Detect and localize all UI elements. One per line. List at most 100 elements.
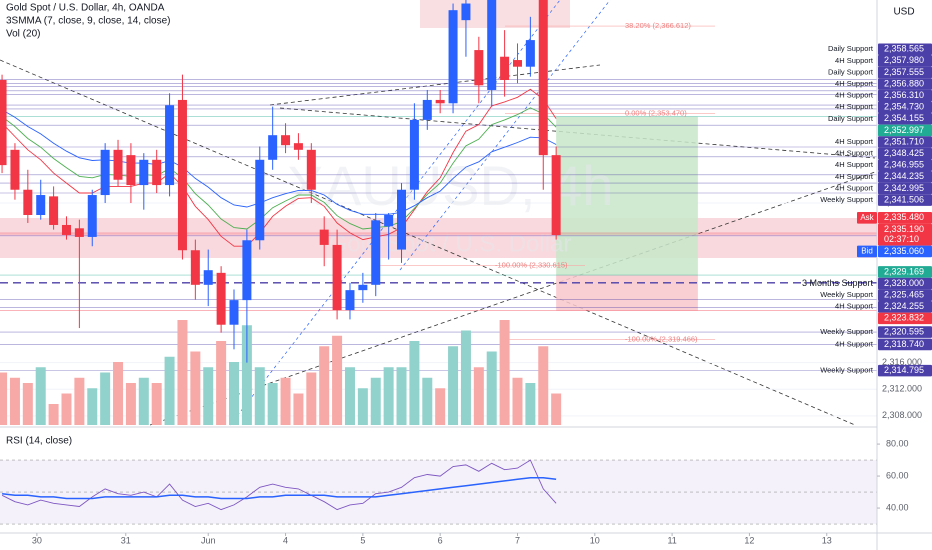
- volume-bar: [216, 341, 227, 425]
- volume-bar: [370, 377, 381, 425]
- volume-bar: [357, 388, 368, 425]
- volume-bar: [538, 346, 549, 425]
- target-zone: [556, 116, 698, 276]
- trend-line: [0, 59, 856, 426]
- volume-bar: [319, 346, 330, 425]
- volume-bar: [460, 330, 471, 425]
- candle-body: [306, 149, 316, 190]
- resistance-zone: [0, 218, 877, 258]
- price-tag: [878, 101, 932, 114]
- price-tag-label: 2,358.565: [884, 44, 924, 54]
- level-note: 4H Support: [835, 79, 874, 88]
- level-note: 4H Support: [835, 91, 874, 100]
- volume-bar: [486, 351, 497, 425]
- x-tick-label: 30: [32, 535, 42, 545]
- volume-bar: [525, 383, 536, 425]
- price-tag-label: 2,324.255: [884, 301, 924, 311]
- rsi-ma-line: [2, 476, 557, 500]
- fib-label: 0.00% (2,353.470): [625, 108, 687, 117]
- level-note: 4H Support: [835, 339, 874, 348]
- volume-bar: [164, 356, 175, 425]
- volume-bar: [267, 383, 278, 425]
- price-tag-label: 2,320.595: [884, 326, 924, 336]
- price-tag-label: 2,325.465: [884, 290, 924, 300]
- candle-body: [345, 290, 355, 311]
- candle-body: [100, 149, 110, 196]
- price-tag: [878, 159, 932, 172]
- price-tag: [878, 147, 932, 160]
- price-tag-label: 2,357.980: [884, 55, 924, 65]
- candle-body: [165, 105, 175, 186]
- side-label: Ask: [860, 213, 874, 222]
- x-tick-label: 12: [744, 535, 754, 545]
- volume-bar: [87, 388, 98, 425]
- price-tag: [878, 245, 932, 258]
- price-tag: [878, 277, 932, 290]
- candle-body: [525, 40, 535, 67]
- price-tag-label: 2,342.995: [884, 183, 924, 193]
- level-note: 3 Months Support: [802, 278, 874, 288]
- side-label: Bid: [861, 247, 873, 256]
- price-tag-label: 2,329.169: [884, 266, 924, 276]
- price-tag-label: 2,357.555: [884, 67, 924, 77]
- volume-bar: [409, 341, 420, 425]
- price-tag-label: 2,354.730: [884, 102, 924, 112]
- candle-body: [216, 272, 226, 325]
- candle-body: [538, 0, 548, 156]
- candle-body: [371, 220, 381, 285]
- level-note: Weekly Support: [820, 366, 874, 375]
- level-note: Weekly Support: [820, 290, 874, 299]
- level-note: 4H Support: [835, 137, 874, 146]
- volume-bar: [125, 383, 136, 425]
- fib-label: 38.20% (2,366.612): [625, 21, 691, 30]
- price-tag-label: 2,335.190: [884, 224, 924, 234]
- volume-bar: [100, 372, 111, 425]
- y-tick-label: 2,308.000: [882, 410, 922, 420]
- volume-bar: [0, 372, 8, 425]
- x-tick-label: 11: [667, 535, 676, 545]
- price-tag: [878, 312, 932, 325]
- price-tag: [878, 223, 932, 246]
- indicator-label: Vol (20): [6, 29, 40, 40]
- candle-body: [319, 229, 329, 245]
- x-tick-label: 10: [590, 535, 600, 545]
- indicator-label: 3SMMA (7, close, 9, close, 14, close): [6, 16, 171, 27]
- candle-body: [74, 228, 84, 237]
- rsi-tick-label: 40.00: [886, 502, 909, 512]
- candle-body: [268, 135, 278, 160]
- volume-bar: [138, 377, 149, 425]
- level-note: 4H Support: [835, 102, 874, 111]
- price-tag-label: 2,354.155: [884, 113, 924, 123]
- price-tag: [878, 364, 932, 377]
- candle-body: [474, 50, 484, 86]
- candle-body: [87, 195, 97, 237]
- price-tag: [878, 326, 932, 338]
- candle-body: [10, 149, 20, 190]
- volume-bar: [61, 393, 72, 425]
- level-note: Daily Support: [828, 67, 874, 76]
- volume-bar: [512, 377, 523, 425]
- candle-body: [358, 284, 368, 291]
- candle-body: [229, 300, 239, 325]
- volume-bar: [203, 367, 214, 425]
- candle-body: [461, 3, 471, 21]
- y-tick-label: 2,316.000: [882, 357, 922, 367]
- currency[interactable]: USD: [893, 7, 914, 18]
- level-note: 4H Support: [835, 160, 874, 169]
- price-tag: [878, 43, 932, 56]
- price-tags: 2,358.565 Daily Support 2,357.980 4H Suppor…: [802, 43, 932, 377]
- candle-body: [152, 159, 162, 186]
- level-note: Daily Support: [828, 44, 874, 53]
- chart-title: Gold Spot / U.S. Dollar, 4h, OANDA: [6, 3, 165, 14]
- x-tick-label: 6: [438, 535, 443, 545]
- price-tag-label: 2,351.710: [884, 136, 924, 146]
- volume-bar: [293, 393, 304, 425]
- candle-body: [409, 119, 419, 190]
- price-tag-label: 2,344.235: [884, 171, 924, 181]
- candle-body: [36, 195, 46, 215]
- stop-zone: [556, 275, 698, 311]
- candle-body: [242, 240, 252, 301]
- candle-body: [397, 189, 407, 250]
- volume-bar: [22, 383, 33, 425]
- candle-body: [293, 143, 303, 150]
